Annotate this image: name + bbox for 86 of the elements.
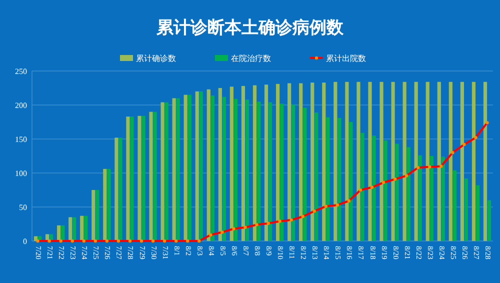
bar xyxy=(245,100,250,241)
bar xyxy=(414,82,418,241)
bar xyxy=(199,91,203,241)
bar xyxy=(126,116,130,241)
bar xyxy=(472,82,476,241)
bar xyxy=(153,112,157,241)
bar xyxy=(256,102,261,241)
bar xyxy=(188,94,192,241)
bar xyxy=(368,82,372,241)
bar xyxy=(426,82,430,241)
bar xyxy=(160,102,164,241)
bar xyxy=(92,190,96,241)
bar xyxy=(222,96,226,241)
y-tick-label: 250 xyxy=(15,67,27,76)
bar xyxy=(448,82,452,241)
bar xyxy=(338,118,342,241)
bar xyxy=(230,86,234,241)
bar xyxy=(345,82,349,241)
bar xyxy=(142,116,146,241)
bar xyxy=(218,88,222,241)
bar xyxy=(264,84,268,241)
bar xyxy=(406,147,410,241)
line-series xyxy=(36,121,489,243)
bar xyxy=(391,82,395,241)
bar xyxy=(310,82,314,241)
bar xyxy=(195,91,199,241)
bar xyxy=(172,98,176,241)
bar xyxy=(176,98,180,241)
bar xyxy=(326,117,330,241)
bar xyxy=(114,138,118,241)
bar xyxy=(280,104,284,241)
bar xyxy=(234,98,238,241)
bar xyxy=(460,82,464,241)
bar xyxy=(314,112,318,241)
bar xyxy=(184,94,188,241)
bar xyxy=(252,85,257,241)
bar xyxy=(487,200,492,241)
bar xyxy=(441,156,445,241)
bar xyxy=(349,122,353,241)
legend-label: 累计出院数 xyxy=(326,54,366,63)
bar xyxy=(402,82,406,241)
bar xyxy=(268,102,272,241)
bar xyxy=(356,82,360,241)
bar xyxy=(360,132,364,241)
y-tick-label: 0 xyxy=(23,237,27,246)
bar xyxy=(96,190,100,241)
bar xyxy=(483,82,488,241)
bar xyxy=(241,86,246,241)
bar xyxy=(476,185,480,241)
bar xyxy=(149,112,153,241)
bar xyxy=(464,178,468,241)
y-tick-label: 50 xyxy=(19,203,27,212)
bar xyxy=(84,216,88,241)
bar xyxy=(72,217,76,241)
bar xyxy=(68,217,72,241)
y-tick-label: 200 xyxy=(15,101,27,110)
bar xyxy=(138,116,142,241)
bar xyxy=(299,83,303,241)
bar xyxy=(418,155,422,241)
bar xyxy=(334,82,338,241)
bar xyxy=(395,144,399,241)
bar xyxy=(80,216,84,241)
bar xyxy=(452,170,456,241)
bar xyxy=(276,84,280,241)
bar xyxy=(103,168,107,241)
legend-label: 在院治疗数 xyxy=(231,54,271,63)
bar xyxy=(34,236,38,241)
y-tick-label: 100 xyxy=(15,169,27,178)
legend-label: 累计确诊数 xyxy=(136,54,176,63)
bar xyxy=(437,82,441,241)
bar xyxy=(380,82,384,241)
bar xyxy=(130,116,134,241)
bar xyxy=(206,89,210,241)
bar xyxy=(372,136,376,241)
y-tick-label: 150 xyxy=(15,135,27,144)
chart-title: 累计诊断本土确诊病例数 xyxy=(156,18,344,38)
bar xyxy=(107,168,111,241)
bar xyxy=(288,83,292,241)
bar xyxy=(303,108,307,241)
bar xyxy=(322,82,326,241)
bar xyxy=(118,138,122,241)
bar xyxy=(430,156,434,241)
bar xyxy=(164,102,168,241)
bar xyxy=(210,95,214,241)
bar xyxy=(384,140,388,241)
bar xyxy=(292,104,296,241)
